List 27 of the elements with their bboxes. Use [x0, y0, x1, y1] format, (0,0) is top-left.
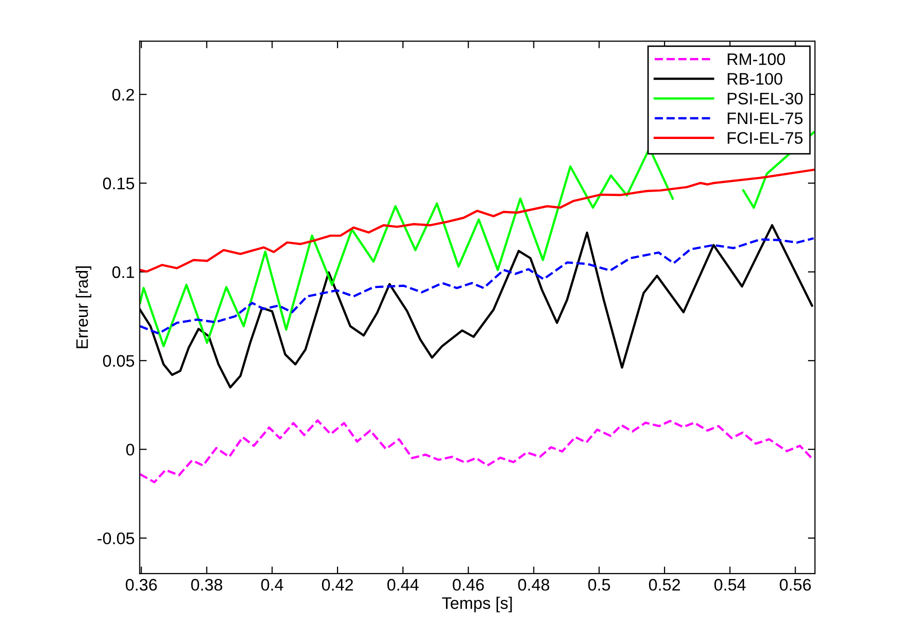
x-tick-label: 0.38	[191, 578, 222, 591]
x-tick-label: 0.4	[261, 578, 284, 591]
y-tick-label: 0.1	[112, 266, 134, 278]
y-tick-label: 0.15	[103, 178, 134, 190]
x-tick-label: 0.52	[648, 578, 680, 591]
x-tick-label: 0.46	[452, 578, 484, 591]
x-axis-title: Temps [s]	[442, 596, 512, 612]
x-tick-label: 0.48	[518, 578, 550, 591]
y-tick-label: 0.05	[103, 355, 134, 367]
x-tick-label: 0.5	[588, 578, 610, 591]
x-tick-label: 0.44	[387, 578, 419, 591]
y-tick-label: -0.05	[98, 532, 134, 544]
y-tick-label: 0.2	[112, 88, 134, 101]
line-series	[140, 419, 814, 484]
y-axis-title: Erreur [rad]	[76, 266, 92, 348]
x-tick-label: 0.56	[780, 578, 811, 591]
line-series	[140, 168, 814, 273]
x-tick-label: 0.36	[126, 578, 157, 591]
legend-label: RB-100	[728, 72, 782, 85]
legend-label: FNI-EL-75	[728, 112, 803, 124]
legend-label: RM-100	[728, 53, 786, 66]
legend-label: FCI-EL-75	[728, 132, 803, 144]
y-tick-label: 0	[126, 444, 134, 456]
line-series	[140, 237, 815, 335]
x-tick-label: 0.42	[322, 578, 353, 591]
legend-label: PSI-EL-30	[728, 92, 803, 104]
x-tick-label: 0.54	[714, 578, 746, 591]
